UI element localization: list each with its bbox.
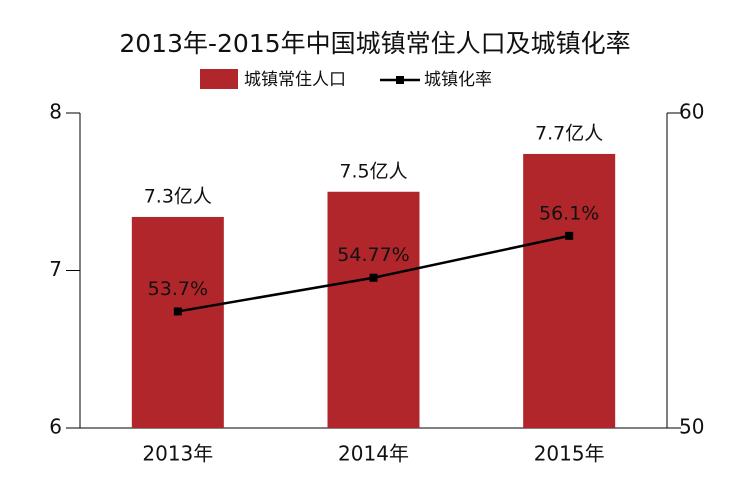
bar-value-label: 7.5亿人 xyxy=(339,160,407,182)
bar xyxy=(523,153,616,428)
bar-value-label: 7.3亿人 xyxy=(144,185,212,207)
y-tick-label: 6 xyxy=(49,415,62,439)
x-tick-label: 2014年 xyxy=(338,442,409,466)
legend-swatch xyxy=(200,69,238,89)
y-tick-label: 7 xyxy=(49,257,62,281)
line-marker xyxy=(173,307,182,316)
line-marker xyxy=(369,273,378,282)
x-tick-label: 2013年 xyxy=(142,442,213,466)
line-marker xyxy=(565,231,574,240)
legend-label: 城镇常住人口 xyxy=(244,70,346,90)
legend-label: 城镇化率 xyxy=(424,70,492,90)
bar xyxy=(131,216,224,428)
line-value-label: 53.7% xyxy=(148,278,208,300)
bar-value-label: 7.7亿人 xyxy=(535,122,603,144)
y2-tick-label: 50 xyxy=(679,415,704,439)
line-value-label: 56.1% xyxy=(539,202,599,224)
legend-marker xyxy=(396,76,404,84)
bar xyxy=(327,191,420,428)
line-value-label: 54.77% xyxy=(337,244,409,266)
chart-title: 2013年-2015年中国城镇常住人口及城镇化率 xyxy=(119,29,630,58)
y-tick-label: 8 xyxy=(49,100,62,124)
x-tick-label: 2015年 xyxy=(534,442,605,466)
y2-tick-label: 60 xyxy=(679,100,704,124)
